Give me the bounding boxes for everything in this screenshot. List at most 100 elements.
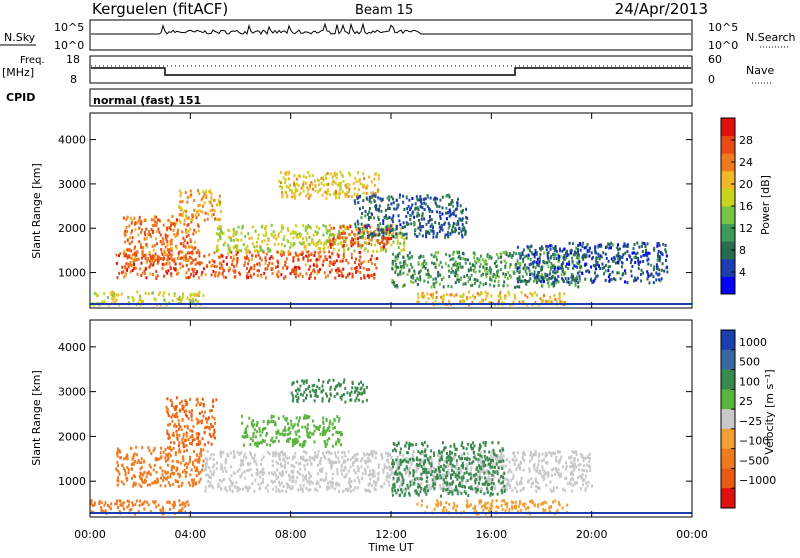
y-tick-label: 1000 [58, 267, 86, 280]
echo-cell [348, 183, 350, 186]
echo-cell [212, 209, 214, 212]
echo-cell [630, 261, 632, 264]
echo-cell [165, 252, 167, 255]
echo-cell [196, 211, 198, 214]
echo-cell [531, 273, 533, 276]
echo-cell [247, 262, 249, 265]
echo-cell [198, 481, 200, 484]
echo-cell [169, 423, 171, 426]
echo-cell [504, 259, 506, 262]
echo-cell [232, 235, 234, 238]
echo-cell [503, 284, 505, 287]
echo-cell [302, 490, 304, 493]
echo-cell [227, 244, 229, 247]
power-colorbar-swatch [721, 259, 735, 277]
echo-cell [536, 294, 538, 297]
echo-cell [359, 266, 361, 269]
echo-cell [335, 196, 337, 199]
echo-cell [354, 187, 356, 190]
echo-cell [451, 285, 453, 288]
echo-cell [316, 265, 318, 268]
echo-cell [312, 420, 314, 423]
echo-cell [182, 293, 184, 296]
echo-cell [365, 472, 367, 475]
echo-cell [487, 292, 489, 295]
echo-cell [154, 244, 156, 247]
echo-cell [180, 207, 182, 210]
echo-cell [460, 278, 462, 281]
echo-cell [559, 460, 561, 463]
echo-cell [522, 258, 524, 261]
echo-cell [661, 277, 663, 280]
echo-cell [160, 447, 162, 450]
echo-cell [161, 455, 163, 458]
echo-cell [516, 483, 518, 486]
echo-cell [343, 461, 345, 464]
echo-cell [280, 273, 282, 276]
echo-cell [507, 291, 509, 294]
echo-cell [458, 256, 460, 259]
echo-cell [285, 191, 287, 194]
echo-cell [504, 275, 506, 278]
echo-cell [200, 402, 202, 405]
echo-cell [256, 241, 258, 244]
echo-cell [180, 262, 182, 265]
echo-cell [306, 379, 308, 382]
echo-cell [357, 469, 359, 472]
echo-cell [513, 451, 515, 454]
echo-cell [168, 481, 170, 484]
echo-cell [602, 267, 604, 270]
echo-cell [367, 250, 369, 253]
echo-cell [340, 270, 342, 273]
echo-cell [221, 254, 223, 257]
echo-cell [288, 250, 290, 253]
echo-cell [468, 269, 470, 272]
echo-cell [554, 271, 556, 274]
echo-cell [288, 440, 290, 443]
echo-cell [189, 458, 191, 461]
echo-cell [342, 268, 344, 271]
noise-right-tick-top: 10^5 [708, 21, 738, 34]
echo-cell [534, 276, 536, 279]
echo-cell [235, 481, 237, 484]
echo-cell [494, 471, 496, 474]
echo-cell [324, 457, 326, 460]
echo-cell [508, 479, 510, 482]
echo-cell [186, 216, 188, 219]
echo-cell [263, 234, 265, 237]
echo-cell [202, 464, 204, 467]
echo-cell [359, 271, 361, 274]
echo-cell [399, 242, 401, 245]
echo-cell [517, 246, 519, 249]
echo-cell [605, 253, 607, 256]
echo-cell [474, 264, 476, 267]
echo-cell [242, 459, 244, 462]
echo-cell [179, 450, 181, 453]
echo-cell [201, 468, 203, 471]
echo-cell [244, 453, 246, 456]
echo-cell [117, 476, 119, 479]
echo-cell [568, 281, 570, 284]
echo-cell [132, 296, 134, 299]
echo-cell [540, 248, 542, 251]
echo-cell [219, 204, 221, 207]
echo-cell [230, 256, 232, 259]
echo-cell [283, 485, 285, 488]
echo-cell [314, 180, 316, 183]
echo-cell [545, 484, 547, 487]
echo-cell [519, 262, 521, 265]
echo-cell [459, 266, 461, 269]
echo-cell [304, 426, 306, 429]
echo-cell [530, 258, 532, 261]
echo-cell [599, 267, 601, 270]
echo-cell [554, 298, 556, 301]
echo-cell [241, 473, 243, 476]
echo-cell [519, 257, 521, 260]
echo-cell [182, 265, 184, 268]
echo-cell [285, 178, 287, 181]
echo-cell [340, 186, 342, 189]
echo-cell [220, 467, 222, 470]
echo-cell [302, 474, 304, 477]
echo-cell [442, 206, 444, 209]
